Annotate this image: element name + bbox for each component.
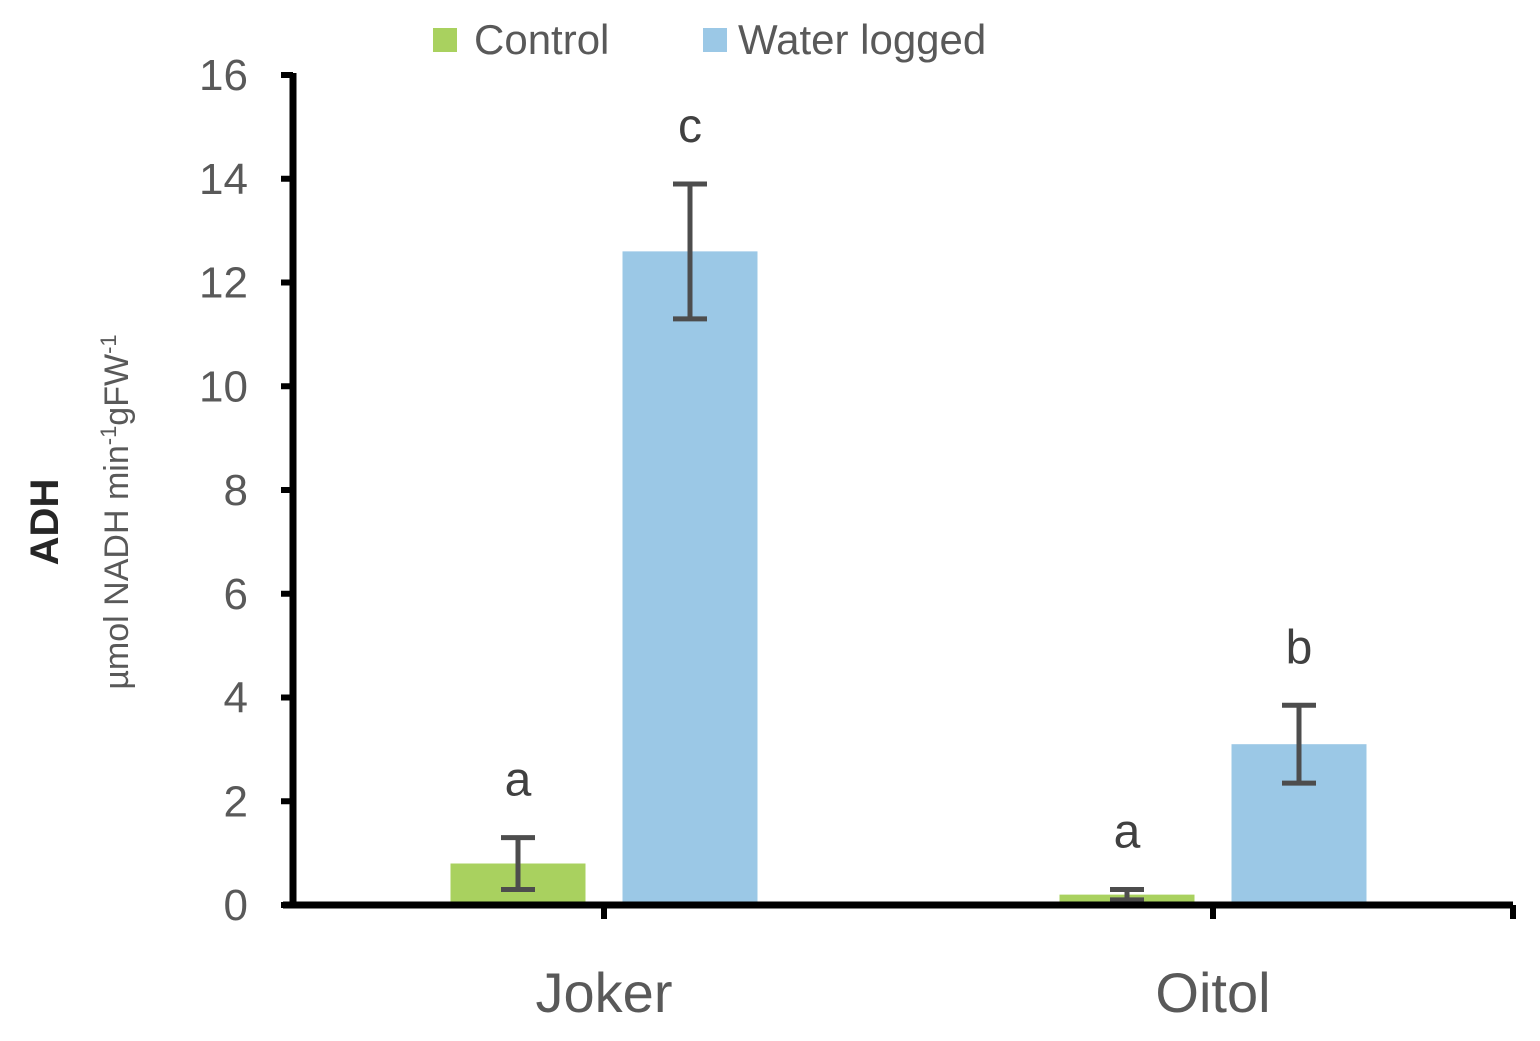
y-axis-units-part-0: µmol NADH min [98, 445, 136, 689]
sig-letter-control-joker: a [505, 754, 532, 807]
error-bars [501, 181, 1316, 903]
y-tick-label-10: 10 [199, 362, 248, 411]
legend-label-water-logged: Water logged [738, 16, 986, 63]
legend-swatch-control [433, 28, 457, 52]
legend-swatch-water-logged [703, 28, 727, 52]
y-tick-label-8: 8 [224, 466, 248, 515]
legend-item-water-logged: Water logged [703, 16, 986, 63]
bars [450, 251, 1367, 905]
y-tick-label-6: 6 [224, 570, 248, 619]
legend-label-control: Control [474, 16, 609, 63]
y-tick-label-12: 12 [199, 259, 248, 308]
axes [281, 72, 1516, 919]
legend-item-control: Control [433, 16, 609, 63]
significance-letters: a a c b [505, 100, 1313, 859]
y-axis-units-part-3: -1 [96, 334, 121, 354]
sig-letter-water-logged-oitol: b [1286, 621, 1313, 674]
sig-letter-control-oitol: a [1114, 805, 1141, 858]
legend: Control Water logged [433, 16, 986, 63]
sig-letter-water-logged-joker: c [678, 100, 702, 153]
y-tick-label-16: 16 [199, 51, 248, 100]
y-axis-title: ADH µmol NADH min-1gFW-1 [23, 334, 136, 689]
errorbar-water-logged-joker [673, 181, 707, 322]
y-tick-label-2: 2 [224, 777, 248, 826]
category-label-joker: Joker [536, 961, 673, 1024]
bar-water-logged-joker [622, 251, 758, 905]
errorbar-control-oitol [1110, 886, 1144, 903]
errorbar-water-logged-oitol [1282, 702, 1316, 786]
y-axis-title-main: ADH [23, 479, 67, 566]
y-axis-title-units: µmol NADH min-1gFW-1 [96, 334, 137, 689]
y-tick-label-4: 4 [224, 674, 248, 723]
y-tick-labels: 0 2 4 6 8 10 12 14 16 [199, 51, 248, 930]
y-axis-units-part-2: gFW [98, 354, 136, 426]
x-category-labels: Joker Oitol [536, 961, 1271, 1024]
y-tick-label-0: 0 [224, 881, 248, 930]
errorbar-control-joker [501, 835, 535, 892]
category-label-oitol: Oitol [1155, 961, 1270, 1024]
y-tick-label-14: 14 [199, 155, 248, 204]
y-axis-units-part-1: -1 [96, 426, 121, 446]
